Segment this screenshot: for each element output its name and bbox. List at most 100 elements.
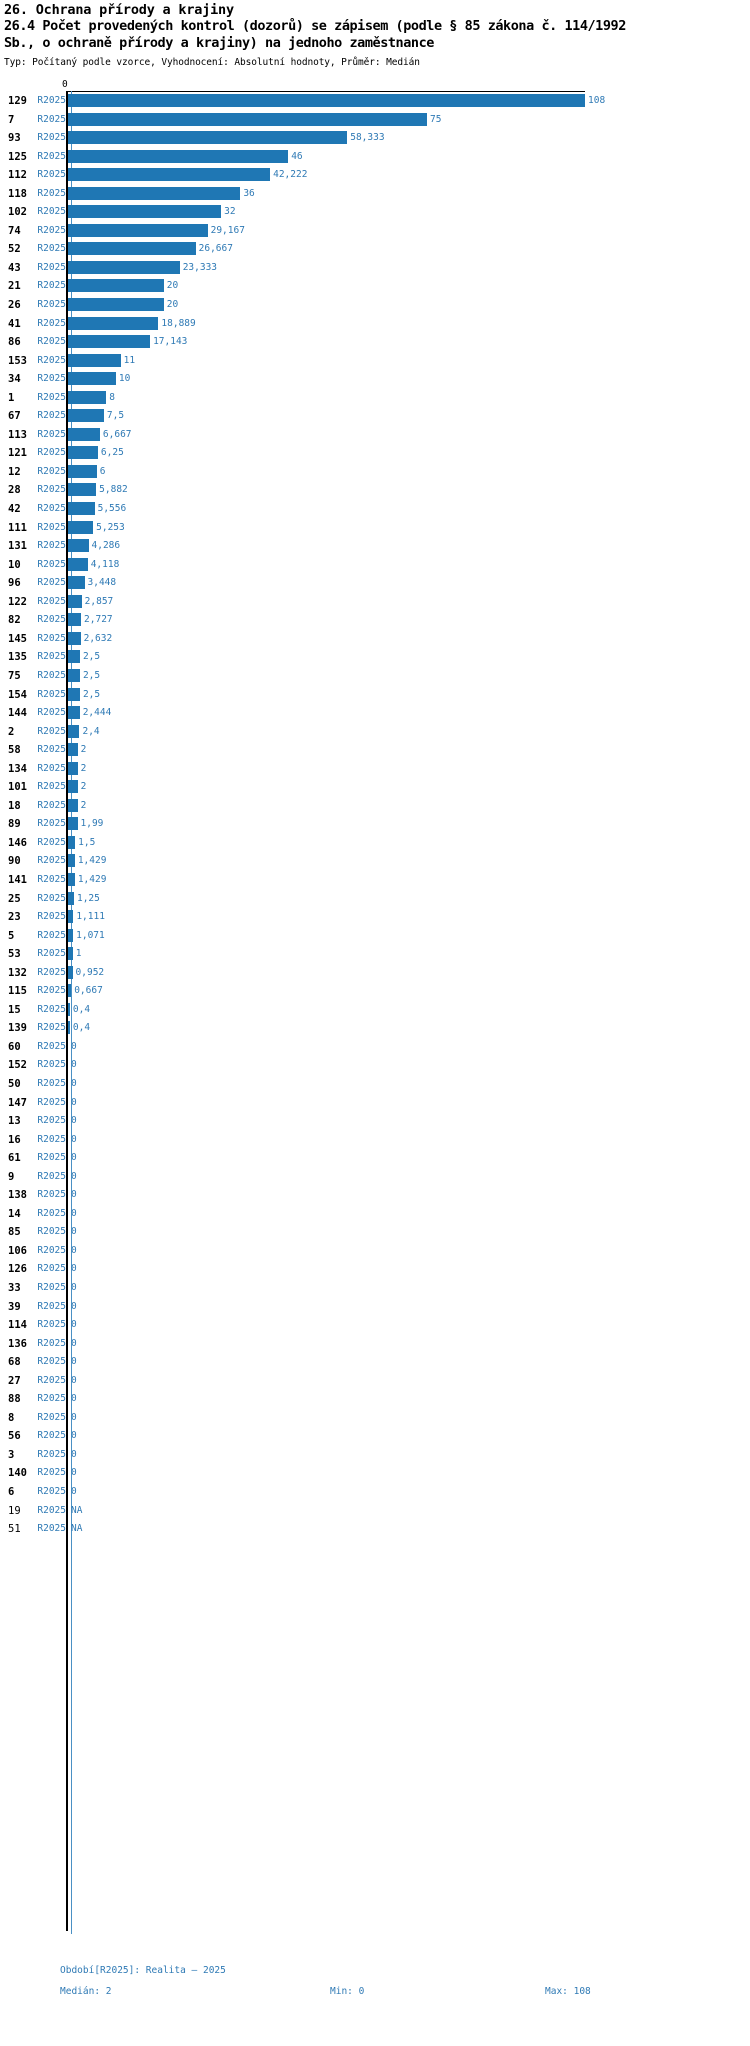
bar-row[interactable]: 15 R2025 0,4 (0, 1001, 750, 1020)
bar-row[interactable]: 33 R2025 0 (0, 1279, 750, 1298)
bar-row[interactable]: 146 R2025 1,5 (0, 834, 750, 853)
bar-row[interactable]: 6 R2025 0 (0, 1483, 750, 1502)
bar-row[interactable]: 3 R2025 0 (0, 1446, 750, 1465)
bar-row[interactable]: 86 R2025 17,143 (0, 333, 750, 352)
bar[interactable] (68, 223, 208, 237)
bar-row[interactable]: 102 R2025 32 (0, 203, 750, 222)
bar-row[interactable]: 51 R2025 NA (0, 1520, 750, 1539)
bar[interactable] (68, 780, 78, 794)
bar-row[interactable]: 16 R2025 0 (0, 1131, 750, 1150)
bar[interactable] (68, 353, 121, 367)
bar[interactable] (68, 94, 585, 107)
bar-row[interactable]: 74 R2025 29,167 (0, 222, 750, 241)
bar-row[interactable]: 135 R2025 2,5 (0, 648, 750, 667)
bar[interactable] (68, 205, 222, 219)
bar-row[interactable]: 96 R2025 3,448 (0, 574, 750, 593)
bar-row[interactable]: 53 R2025 1 (0, 945, 750, 964)
bar[interactable] (68, 409, 104, 423)
bar-row[interactable]: 132 R2025 0,952 (0, 964, 750, 983)
bar-row[interactable]: 41 R2025 18,889 (0, 315, 750, 334)
bar-row[interactable]: 68 R2025 0 (0, 1353, 750, 1372)
bar[interactable] (68, 1021, 70, 1035)
bar-row[interactable]: 122 R2025 2,857 (0, 593, 750, 612)
bar[interactable] (68, 335, 151, 349)
bar[interactable] (68, 798, 78, 812)
bar-row[interactable]: 147 R2025 0 (0, 1094, 750, 1113)
bar-row[interactable]: 5 R2025 1,071 (0, 927, 750, 946)
bar-row[interactable]: 93 R2025 58,333 (0, 129, 750, 148)
bar[interactable] (68, 1002, 70, 1016)
bar[interactable] (68, 427, 100, 441)
bar-row[interactable]: 114 R2025 0 (0, 1316, 750, 1335)
bar-row[interactable]: 90 R2025 1,429 (0, 852, 750, 871)
bar-row[interactable]: 39 R2025 0 (0, 1298, 750, 1317)
bar[interactable] (68, 539, 89, 553)
bar-row[interactable]: 138 R2025 0 (0, 1186, 750, 1205)
bar[interactable] (68, 168, 271, 182)
bar-row[interactable]: 112 R2025 42,222 (0, 166, 750, 185)
bar[interactable] (68, 390, 107, 404)
bar-row[interactable]: 154 R2025 2,5 (0, 686, 750, 705)
bar-row[interactable]: 60 R2025 0 (0, 1038, 750, 1057)
bar[interactable] (68, 502, 95, 516)
bar-row[interactable]: 27 R2025 0 (0, 1372, 750, 1391)
bar-row[interactable]: 67 R2025 7,5 (0, 407, 750, 426)
bar-row[interactable]: 129 R2025 108 (0, 92, 750, 111)
bar[interactable] (68, 613, 82, 627)
bar-row[interactable]: 88 R2025 0 (0, 1390, 750, 1409)
bar[interactable] (68, 891, 74, 905)
bar[interactable] (68, 854, 75, 868)
bar[interactable] (68, 761, 78, 775)
bar-row[interactable]: 2 R2025 2,4 (0, 723, 750, 742)
bar-row[interactable]: 61 R2025 0 (0, 1149, 750, 1168)
bar-row[interactable]: 101 R2025 2 (0, 778, 750, 797)
bar-row[interactable]: 121 R2025 6,25 (0, 444, 750, 463)
bar[interactable] (68, 520, 94, 534)
bar-row[interactable]: 75 R2025 2,5 (0, 667, 750, 686)
bar[interactable] (68, 260, 180, 274)
bar-row[interactable]: 18 R2025 2 (0, 797, 750, 816)
bar-row[interactable]: 115 R2025 0,667 (0, 982, 750, 1001)
bar[interactable] (68, 687, 80, 701)
bar[interactable] (68, 724, 80, 738)
bar-row[interactable]: 58 R2025 2 (0, 741, 750, 760)
bar-row[interactable]: 43 R2025 23,333 (0, 259, 750, 278)
bar[interactable] (68, 984, 72, 998)
bar[interactable] (68, 668, 80, 682)
bar-row[interactable]: 42 R2025 5,556 (0, 500, 750, 519)
bar-row[interactable]: 52 R2025 26,667 (0, 240, 750, 259)
bar-row[interactable]: 145 R2025 2,632 (0, 630, 750, 649)
bar-row[interactable]: 12 R2025 6 (0, 463, 750, 482)
bar-row[interactable]: 118 R2025 36 (0, 185, 750, 204)
bar[interactable] (68, 242, 196, 256)
bar-row[interactable]: 28 R2025 5,882 (0, 481, 750, 500)
bar[interactable] (68, 743, 78, 757)
bar-row[interactable]: 136 R2025 0 (0, 1335, 750, 1354)
bar-row[interactable]: 34 R2025 10 (0, 370, 750, 389)
bar[interactable] (68, 298, 164, 312)
bar[interactable] (68, 557, 88, 571)
bar-row[interactable]: 131 R2025 4,286 (0, 537, 750, 556)
bar-row[interactable]: 56 R2025 0 (0, 1427, 750, 1446)
bar[interactable] (68, 483, 97, 497)
bar[interactable] (68, 316, 159, 330)
bar-row[interactable]: 106 R2025 0 (0, 1242, 750, 1261)
bar[interactable] (68, 446, 98, 460)
bar[interactable] (68, 131, 348, 145)
bar-row[interactable]: 85 R2025 0 (0, 1223, 750, 1242)
bar[interactable] (68, 947, 73, 961)
bar-row[interactable]: 134 R2025 2 (0, 760, 750, 779)
bar[interactable] (68, 650, 80, 664)
bar-row[interactable]: 153 R2025 11 (0, 352, 750, 371)
bar-row[interactable]: 144 R2025 2,444 (0, 704, 750, 723)
bar[interactable] (68, 594, 82, 608)
bar[interactable] (68, 279, 164, 293)
bar[interactable] (68, 576, 85, 590)
bar-row[interactable]: 9 R2025 0 (0, 1168, 750, 1187)
bar-row[interactable]: 89 R2025 1,99 (0, 815, 750, 834)
bar[interactable] (68, 186, 241, 200)
bar[interactable] (68, 706, 80, 720)
bar-row[interactable]: 14 R2025 0 (0, 1205, 750, 1224)
bar[interactable] (68, 149, 289, 163)
bar-row[interactable]: 152 R2025 0 (0, 1056, 750, 1075)
